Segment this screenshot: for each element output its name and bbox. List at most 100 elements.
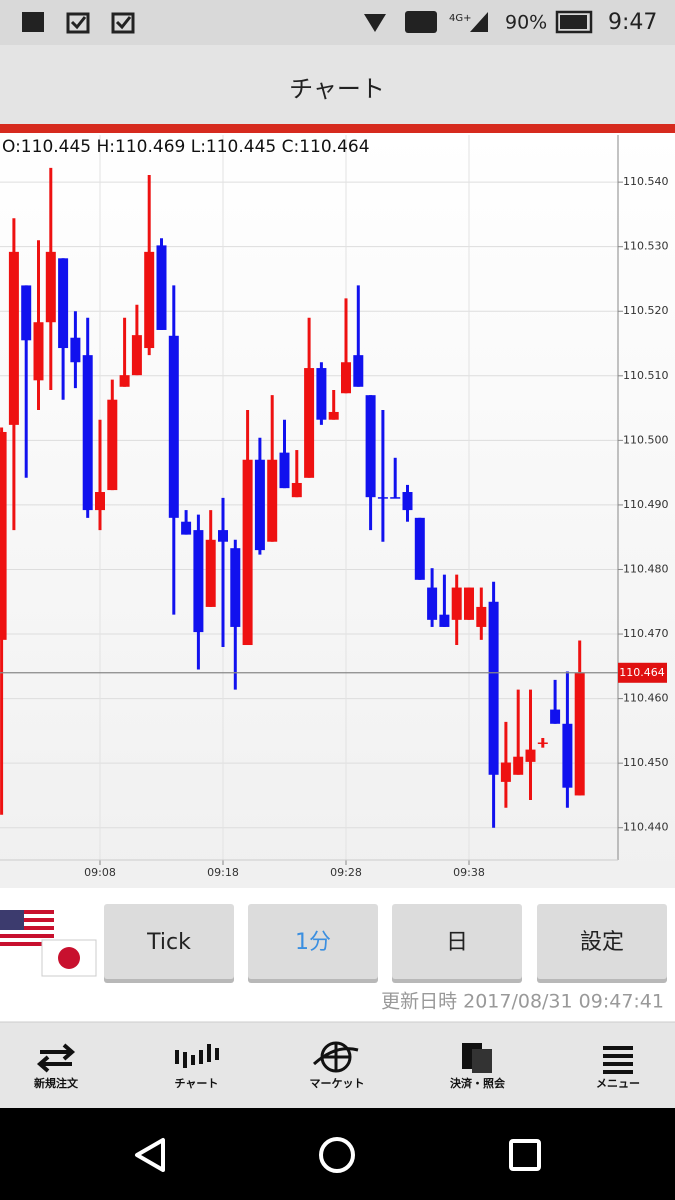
candle-body bbox=[254, 459, 265, 551]
battery-fill bbox=[560, 15, 587, 29]
y-tick-label: 110.470 bbox=[623, 627, 669, 640]
x-tick-label: 09:08 bbox=[84, 866, 116, 879]
candle-body bbox=[488, 601, 499, 775]
accent-bar bbox=[0, 124, 675, 133]
nav-item[interactable] bbox=[558, 1024, 675, 1108]
flag-jp bbox=[41, 939, 97, 977]
candle-body bbox=[414, 517, 425, 580]
candle-body bbox=[193, 530, 204, 633]
icon-menu bbox=[603, 1046, 633, 1074]
candle-body bbox=[562, 723, 573, 788]
candle-body bbox=[328, 411, 339, 420]
icon-market bbox=[312, 1041, 359, 1073]
candle-body bbox=[267, 459, 278, 542]
candle-body bbox=[513, 756, 524, 775]
candle-body bbox=[70, 337, 81, 363]
timeframe-button[interactable] bbox=[537, 904, 667, 979]
updated-time: 更新日時 2017/08/31 09:47:41 bbox=[381, 991, 664, 1013]
button-label[interactable]: 設定 bbox=[580, 930, 624, 955]
candle-body bbox=[218, 530, 228, 542]
icon-battery bbox=[555, 10, 593, 34]
candle-body bbox=[476, 606, 487, 627]
recents-button[interactable] bbox=[509, 1139, 541, 1171]
nav-label[interactable]: 新規注文 bbox=[34, 1076, 79, 1090]
candle-body bbox=[377, 497, 388, 499]
candle-body bbox=[402, 492, 413, 511]
network: 4G+ bbox=[449, 13, 472, 24]
candle-body bbox=[58, 258, 69, 349]
candle-body bbox=[427, 587, 438, 620]
icon-order bbox=[36, 1043, 76, 1073]
candle-body bbox=[156, 245, 167, 330]
candle-body bbox=[45, 251, 56, 323]
candle-body bbox=[279, 452, 290, 489]
y-tick-label: 110.460 bbox=[623, 692, 669, 705]
candle-body bbox=[574, 672, 585, 796]
button-label[interactable]: 1分 bbox=[295, 930, 331, 955]
candle-body bbox=[131, 335, 142, 376]
y-tick-label: 110.480 bbox=[623, 562, 669, 575]
ohlc-summary: O:110.445 H:110.469 L:110.445 C:110.464 bbox=[2, 137, 370, 157]
chart: 110.440 110.450 110.460 110.470 110.480 110.4… bbox=[0, 135, 669, 879]
candle-body bbox=[8, 251, 19, 425]
clock: 9:47 bbox=[608, 10, 657, 35]
system-nav bbox=[0, 1108, 675, 1200]
candle-body bbox=[537, 742, 548, 745]
timeframe-button[interactable] bbox=[392, 904, 522, 979]
x-tick-label: 09:28 bbox=[330, 866, 362, 879]
candle-body bbox=[390, 497, 401, 499]
nav-item[interactable] bbox=[0, 1024, 116, 1108]
icon-check bbox=[111, 12, 135, 34]
icon-settlement bbox=[462, 1043, 492, 1073]
app-bar bbox=[0, 45, 675, 125]
candle-body bbox=[464, 587, 474, 620]
x-tick-label: 09:18 bbox=[207, 866, 239, 879]
candle-body bbox=[0, 431, 7, 640]
y-tick-label: 110.490 bbox=[623, 498, 669, 511]
y-tick-label: 110.450 bbox=[623, 756, 669, 769]
y-tick-label: 110.520 bbox=[623, 304, 669, 317]
candle-body bbox=[341, 362, 351, 394]
timeframe-button[interactable] bbox=[104, 904, 234, 979]
button-label[interactable]: 日 bbox=[446, 930, 468, 955]
nav-item[interactable] bbox=[418, 1024, 538, 1108]
candle-body bbox=[242, 459, 253, 646]
y-tick-label: 110.510 bbox=[623, 369, 669, 382]
x-tick-label: 09:38 bbox=[453, 866, 485, 879]
nav-label[interactable]: チャート bbox=[175, 1077, 219, 1090]
y-tick-label: 110.440 bbox=[623, 821, 669, 834]
candle-body bbox=[365, 395, 376, 498]
candle-body bbox=[33, 322, 44, 381]
price-label-box bbox=[618, 662, 667, 683]
nav-item[interactable] bbox=[277, 1024, 397, 1108]
nav-label[interactable]: マーケット bbox=[310, 1077, 365, 1090]
y-tick-label: 110.540 bbox=[623, 175, 669, 188]
icon-image bbox=[22, 12, 44, 32]
candle-body bbox=[119, 375, 130, 387]
price-label: 110.464 bbox=[619, 666, 665, 679]
candle-body bbox=[168, 335, 179, 518]
nav-label[interactable]: 決済・照会 bbox=[450, 1076, 506, 1090]
candle-body bbox=[353, 355, 364, 387]
home-button[interactable] bbox=[319, 1137, 355, 1173]
back-button[interactable] bbox=[135, 1138, 165, 1172]
button-label[interactable]: Tick bbox=[146, 930, 191, 955]
candle-body bbox=[107, 399, 118, 491]
icon-signal bbox=[364, 14, 386, 32]
candle-body bbox=[82, 355, 93, 511]
screen-title: チャート bbox=[289, 75, 385, 103]
candle-body bbox=[291, 482, 302, 498]
candle-body bbox=[230, 548, 241, 627]
nav-item[interactable] bbox=[137, 1024, 257, 1108]
candle-body bbox=[500, 762, 511, 782]
icon-signal-strength bbox=[470, 12, 488, 32]
timeframe-button[interactable] bbox=[248, 904, 378, 979]
y-tick-label: 110.500 bbox=[623, 433, 669, 446]
candle-body bbox=[451, 587, 462, 620]
candle-body bbox=[144, 251, 155, 349]
candle-body bbox=[316, 368, 327, 420]
nav-label[interactable]: メニュー bbox=[596, 1077, 640, 1090]
y-tick-label: 110.530 bbox=[623, 240, 669, 253]
icon-voicemail bbox=[405, 11, 437, 33]
